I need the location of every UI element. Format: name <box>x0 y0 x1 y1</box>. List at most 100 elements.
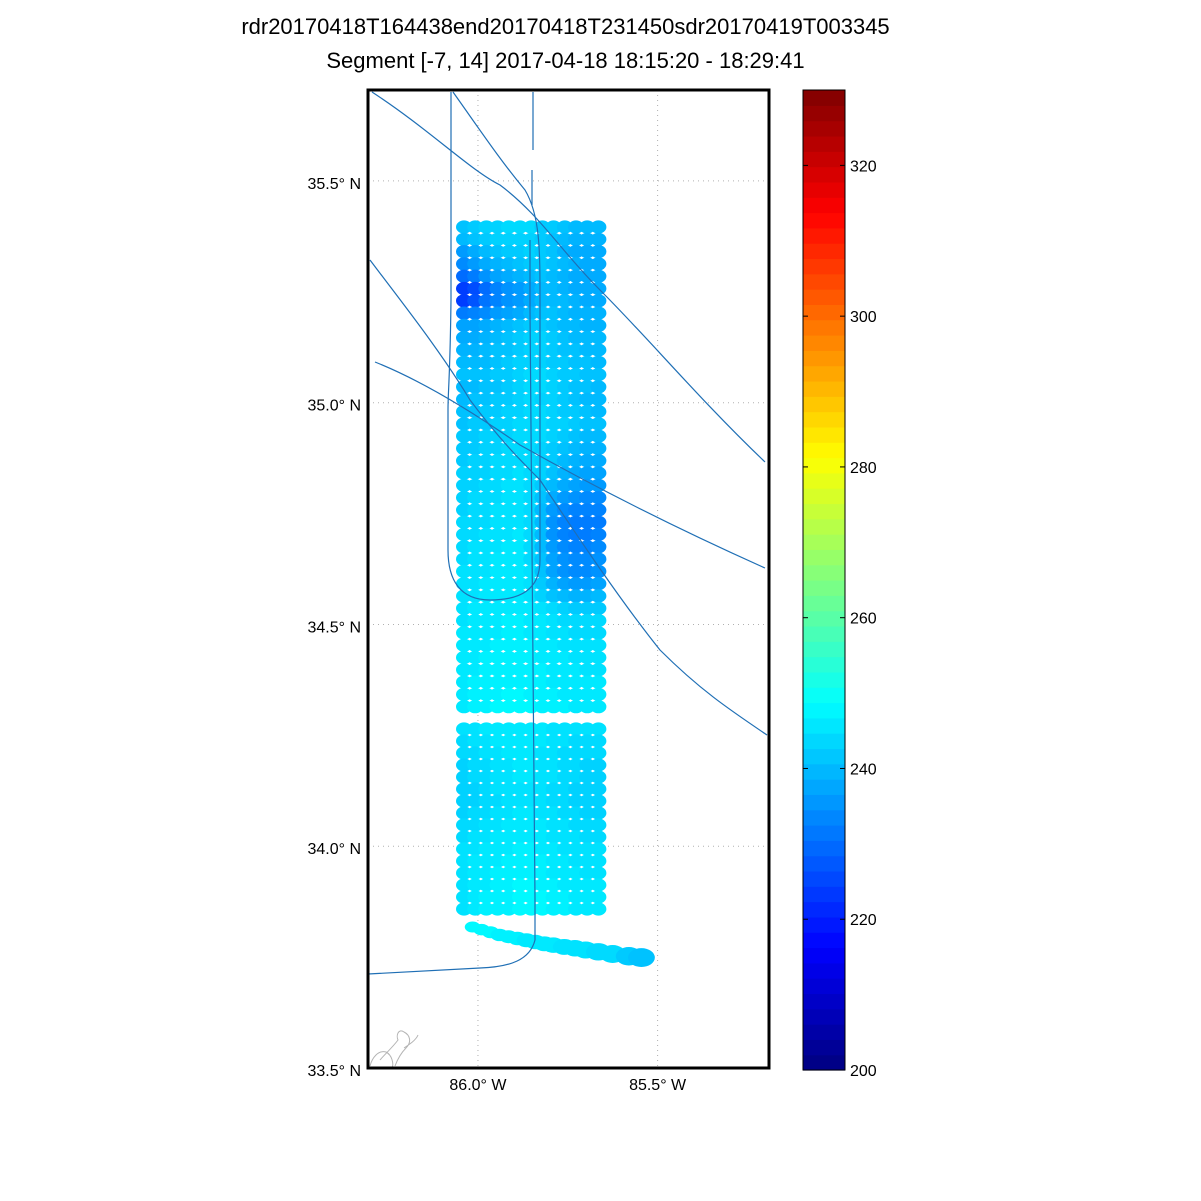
data-point <box>512 722 528 736</box>
data-point <box>467 614 484 628</box>
data-point <box>523 245 540 259</box>
data-point <box>456 626 472 640</box>
data-point <box>534 392 551 406</box>
data-point <box>590 257 607 271</box>
data-point <box>556 675 573 689</box>
data-point <box>534 589 551 603</box>
data-point <box>556 746 573 760</box>
data-point <box>579 650 596 665</box>
data-point <box>534 417 551 431</box>
data-point <box>534 331 551 345</box>
data-point <box>478 722 495 736</box>
data-point <box>467 540 484 554</box>
data-point <box>568 380 584 394</box>
data-point <box>489 355 506 369</box>
data-point <box>568 318 584 332</box>
data-point <box>456 281 472 296</box>
data-point <box>590 318 607 332</box>
data-point <box>556 854 573 868</box>
data-point <box>579 854 596 868</box>
data-point <box>478 441 495 455</box>
data-point <box>568 890 584 904</box>
data-point <box>545 245 562 259</box>
data-point <box>478 866 495 880</box>
colorbar-band <box>803 197 845 214</box>
data-point <box>456 540 472 554</box>
data-point <box>467 220 484 234</box>
data-point <box>579 232 596 246</box>
data-point <box>556 878 573 892</box>
data-point <box>590 429 607 443</box>
data-point <box>500 758 517 772</box>
data-point <box>579 770 596 784</box>
data-point <box>478 392 495 406</box>
colorbar-band <box>803 426 845 443</box>
data-point <box>500 902 517 916</box>
data-point <box>556 540 573 554</box>
data-point <box>467 245 484 259</box>
data-point <box>556 626 573 640</box>
colorbar-band <box>803 488 845 505</box>
data-point <box>590 902 607 916</box>
data-point <box>545 734 562 748</box>
data-point <box>467 331 484 345</box>
data-point <box>545 380 562 394</box>
track-data-point <box>628 948 655 968</box>
data-point <box>512 782 528 796</box>
data-point <box>590 232 607 246</box>
data-point <box>556 663 573 677</box>
data-point <box>512 318 528 332</box>
data-point <box>512 281 528 296</box>
data-point <box>579 614 596 628</box>
colorbar-frame <box>802 89 846 1071</box>
data-point <box>523 220 540 234</box>
data-point <box>489 854 506 868</box>
colorbar-band <box>803 993 845 1010</box>
data-point <box>500 478 517 492</box>
data-point <box>579 220 596 234</box>
data-point <box>500 331 517 345</box>
data-point <box>534 890 551 904</box>
data-point <box>467 663 484 677</box>
data-point <box>534 343 551 357</box>
data-point <box>568 368 584 382</box>
data-point <box>556 700 573 714</box>
data-point <box>500 638 517 652</box>
data-point <box>545 687 562 702</box>
colorbar-tick-label: 300 <box>850 309 877 326</box>
colorbar-band <box>803 702 845 719</box>
data-point <box>590 663 607 677</box>
data-point <box>590 842 607 856</box>
data-point <box>489 491 506 505</box>
lat-tick-label: 34.0° N <box>307 841 361 858</box>
data-point <box>456 368 472 382</box>
data-point <box>500 220 517 234</box>
data-point <box>545 902 562 916</box>
data-point <box>534 527 551 542</box>
data-point <box>523 626 540 640</box>
data-point <box>478 306 495 320</box>
data-point <box>478 700 495 714</box>
colorbar-band <box>803 442 845 459</box>
data-point <box>478 782 495 796</box>
data-point <box>579 331 596 345</box>
colorbar-band <box>803 227 845 244</box>
data-point <box>579 454 596 468</box>
data-point <box>500 770 517 784</box>
data-point <box>467 368 484 382</box>
data-point <box>590 770 607 784</box>
data-point <box>456 257 472 271</box>
colorbar-band <box>803 656 845 673</box>
data-point <box>579 429 596 443</box>
data-point <box>456 806 472 820</box>
data-point <box>500 404 517 419</box>
data-point <box>579 515 596 529</box>
data-point <box>523 368 540 382</box>
colorbar-band <box>803 779 845 795</box>
data-point <box>456 614 472 628</box>
data-point <box>579 318 596 332</box>
data-point <box>590 700 607 714</box>
data-point <box>456 866 472 880</box>
data-point <box>478 890 495 904</box>
data-point <box>556 614 573 628</box>
